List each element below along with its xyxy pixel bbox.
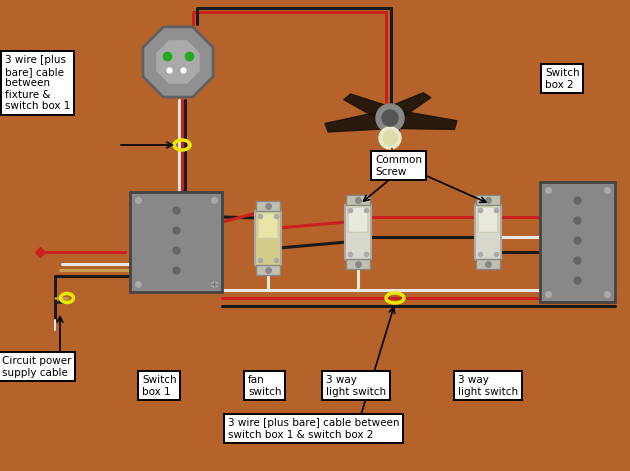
Polygon shape — [398, 111, 457, 130]
Bar — [256, 265, 280, 275]
Bar — [256, 201, 280, 211]
FancyBboxPatch shape — [255, 210, 281, 266]
Polygon shape — [143, 27, 213, 97]
Bar — [540, 182, 615, 302]
FancyBboxPatch shape — [348, 207, 368, 232]
Text: 3 wire [plus
bare] cable
between
fixture &
switch box 1: 3 wire [plus bare] cable between fixture… — [5, 55, 71, 112]
Bar — [476, 259, 500, 269]
Text: 3 way
light switch: 3 way light switch — [458, 375, 518, 397]
Polygon shape — [344, 94, 391, 118]
Text: Switch
box 2: Switch box 2 — [545, 68, 580, 89]
Bar — [346, 195, 370, 205]
Text: 3 wire [plus bare] cable between
switch box 1 & switch box 2: 3 wire [plus bare] cable between switch … — [228, 418, 399, 439]
Text: Circuit power
supply cable: Circuit power supply cable — [2, 356, 71, 378]
Polygon shape — [388, 93, 431, 117]
Bar — [130, 192, 222, 292]
Text: Switch
box 1: Switch box 1 — [142, 375, 176, 397]
FancyBboxPatch shape — [478, 207, 498, 232]
Polygon shape — [325, 112, 384, 132]
Polygon shape — [157, 41, 199, 83]
FancyBboxPatch shape — [475, 204, 501, 260]
Circle shape — [379, 127, 401, 149]
Bar — [346, 259, 370, 269]
FancyBboxPatch shape — [345, 204, 371, 260]
Bar — [476, 195, 500, 205]
FancyBboxPatch shape — [258, 213, 278, 238]
Polygon shape — [382, 124, 399, 146]
Circle shape — [382, 110, 398, 126]
Circle shape — [383, 131, 397, 145]
Text: Common
Screw: Common Screw — [375, 155, 422, 177]
Text: 3 way
light switch: 3 way light switch — [326, 375, 386, 397]
Text: fan
switch: fan switch — [248, 375, 282, 397]
Circle shape — [376, 104, 404, 132]
